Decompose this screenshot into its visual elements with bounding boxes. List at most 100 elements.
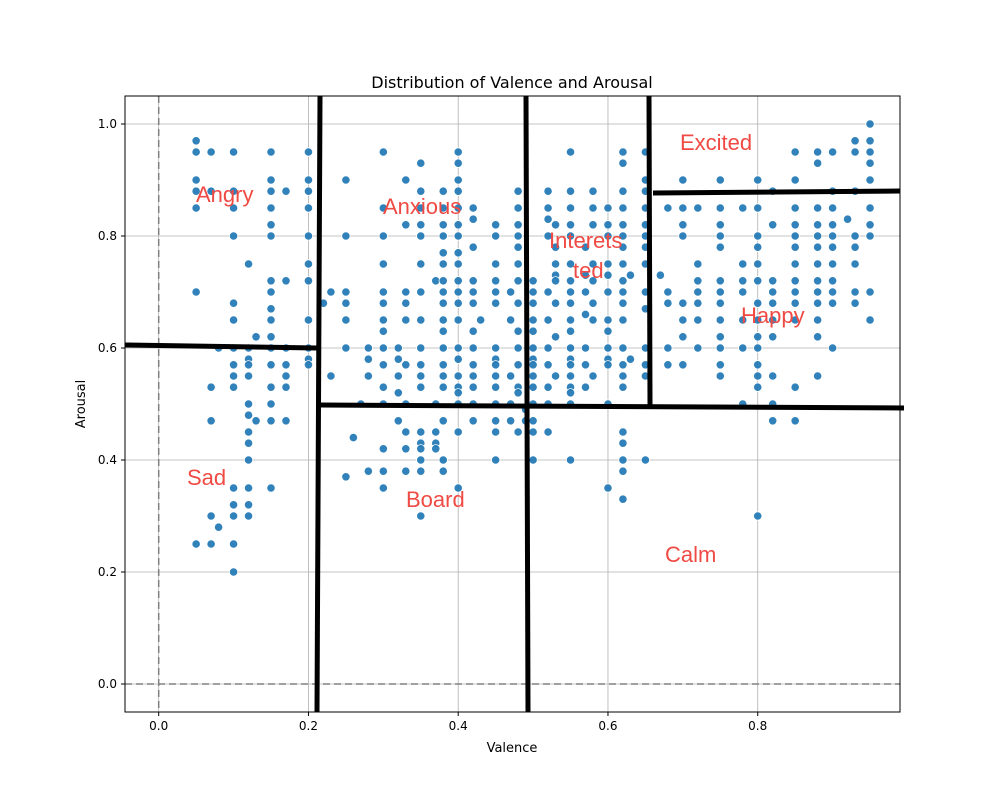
y-axis-label: Arousal [74, 380, 89, 429]
scatter-point [528, 276, 538, 286]
scatter-point [453, 186, 463, 196]
scatter-point [266, 147, 276, 157]
scatter-point [438, 259, 448, 269]
scatter-point [228, 315, 239, 325]
scatter-point [550, 242, 561, 252]
scatter-point [491, 298, 501, 308]
scatter-point [491, 343, 501, 353]
scatter-point [393, 343, 403, 353]
scatter-point [468, 371, 478, 381]
scatter-point [513, 203, 523, 213]
scatter-point [813, 242, 823, 252]
scatter-point [243, 455, 254, 465]
scatter-point [341, 231, 351, 241]
chart-title: Distribution of Valence and Arousal [371, 73, 652, 92]
scatter-point [378, 147, 388, 157]
scatter-point [453, 298, 463, 308]
scatter-point [588, 203, 598, 213]
scatter-point [565, 276, 576, 286]
scatter-point [453, 427, 463, 437]
scatter-point [603, 315, 613, 325]
region-label: Interets [549, 228, 622, 253]
scatter-point [393, 354, 403, 364]
region-label: Board [406, 487, 465, 512]
scatter-point [453, 388, 463, 398]
scatter-point [618, 287, 628, 297]
scatter-point [438, 416, 448, 426]
scatter-point [603, 220, 613, 230]
scatter-point [243, 500, 254, 510]
scatter-point [513, 388, 523, 398]
y-tick-label: 0.8 [98, 229, 117, 243]
scatter-point [565, 287, 576, 297]
scatter-point [438, 276, 448, 286]
scatter-point [850, 287, 860, 297]
scatter-point [850, 136, 860, 146]
scatter-point [281, 371, 291, 381]
scatter-point [790, 231, 800, 241]
scatter-point [243, 360, 254, 370]
scatter-point [618, 276, 628, 286]
scatter-point [453, 248, 463, 258]
scatter-point [453, 175, 463, 185]
x-tick-label: 0.2 [299, 719, 318, 733]
scatter-point [438, 326, 448, 336]
scatter-point [378, 326, 388, 336]
scatter-point [618, 158, 628, 168]
scatter-point [491, 360, 501, 370]
scatter-point [715, 332, 725, 342]
scatter-point [813, 287, 823, 297]
scatter-point [550, 371, 561, 381]
scatter-point [618, 360, 628, 370]
scatter-point [865, 287, 875, 297]
scatter-point [453, 354, 463, 364]
scatter-point [191, 203, 201, 213]
scatter-point [281, 416, 291, 426]
scatter-point [865, 175, 875, 185]
scatter-point [565, 186, 576, 196]
scatter-point [438, 455, 448, 465]
scatter-point [303, 231, 314, 241]
scatter-point [693, 315, 703, 325]
scatter-point [228, 539, 239, 549]
scatter-point [813, 298, 823, 308]
scatter-point [401, 427, 411, 437]
scatter-point [491, 416, 501, 426]
scatter-point [468, 214, 478, 224]
scatter-point [416, 455, 426, 465]
scatter-point [266, 220, 276, 230]
scatter-point [303, 203, 314, 213]
scatter-point [453, 147, 463, 157]
scatter-point [865, 158, 875, 168]
scatter-point [266, 315, 276, 325]
scatter-point [378, 287, 388, 297]
scatter-point [768, 287, 778, 297]
scatter-point [468, 382, 478, 392]
scatter-point [491, 259, 501, 269]
scatter-point [378, 382, 388, 392]
scatter-point [513, 242, 523, 252]
scatter-point [715, 360, 725, 370]
region-boundary-line [646, 95, 653, 406]
scatter-point [753, 231, 763, 241]
scatter-point [453, 483, 463, 493]
scatter-point [228, 511, 239, 521]
y-tick-label: 0.0 [98, 677, 117, 691]
scatter-point [206, 147, 216, 157]
scatter-point [243, 410, 254, 420]
scatter-point [753, 382, 763, 392]
scatter-point [206, 539, 216, 549]
scatter-point [753, 298, 763, 308]
scatter-point [850, 147, 860, 157]
scatter-point [828, 259, 838, 269]
region-boundaries [124, 95, 905, 713]
scatter-point [266, 186, 276, 196]
scatter-point [790, 147, 800, 157]
scatter-point [401, 360, 411, 370]
scatter-point [513, 276, 523, 286]
scatter-point [431, 427, 441, 437]
region-label: Happy [741, 303, 805, 328]
scatter-point [565, 231, 576, 241]
scatter-point [618, 427, 628, 437]
scatter-point [191, 186, 201, 196]
